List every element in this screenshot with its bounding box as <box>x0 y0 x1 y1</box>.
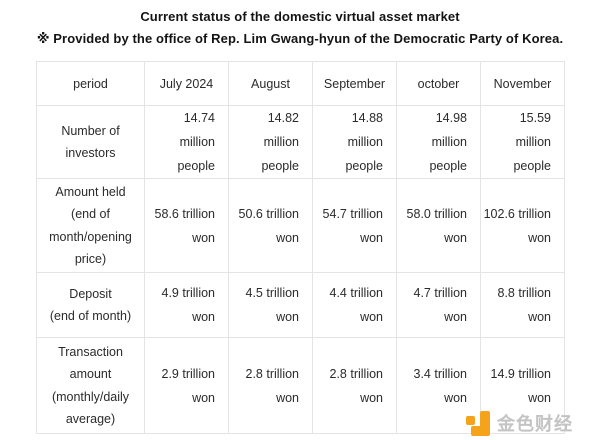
table-cell: 2.9 trillion won <box>144 337 229 434</box>
page-title: Current status of the domestic virtual a… <box>140 9 460 24</box>
watermark: 金色财经 <box>466 411 573 437</box>
table-row-number-of-investors: Number of investors 14.74 million people… <box>36 105 565 179</box>
virtual-asset-market-table: period July 2024 August September octobe… <box>36 61 565 434</box>
table-row-transaction-amount: Transaction amount (monthly/daily averag… <box>36 337 565 434</box>
table-cell: 2.8 trillion won <box>228 337 313 434</box>
table-row-amount-held: Amount held (end of month/opening price)… <box>36 178 565 273</box>
table-cell: 4.5 trillion won <box>228 272 313 338</box>
table-cell: 15.59 million people <box>480 105 565 179</box>
table-cell: 58.6 trillion won <box>144 178 229 273</box>
row-label: Transaction amount (monthly/daily averag… <box>36 337 145 434</box>
table-cell: 8.8 trillion won <box>480 272 565 338</box>
table-cell: 50.6 trillion won <box>228 178 313 273</box>
table-cell: 58.0 trillion won <box>396 178 481 273</box>
table-cell: 14.82 million people <box>228 105 313 179</box>
jinse-finance-logo-icon <box>466 411 492 437</box>
column-header-august: August <box>228 61 313 106</box>
table-cell: 54.7 trillion won <box>312 178 397 273</box>
column-header-october: october <box>396 61 481 106</box>
table-cell: 4.9 trillion won <box>144 272 229 338</box>
column-header-november: November <box>480 61 565 106</box>
column-header-period: period <box>36 61 145 106</box>
table-cell: 14.9 trillion won <box>480 337 565 434</box>
row-label: Amount held (end of month/opening price) <box>36 178 145 273</box>
column-header-july: July 2024 <box>144 61 229 106</box>
table-cell: 4.4 trillion won <box>312 272 397 338</box>
table-cell: 14.74 million people <box>144 105 229 179</box>
table-cell: 14.88 million people <box>312 105 397 179</box>
table-cell: 102.6 trillion won <box>480 178 565 273</box>
column-header-september: September <box>312 61 397 106</box>
page-subtitle: ※ Provided by the office of Rep. Lim Gwa… <box>36 31 564 46</box>
row-label: Deposit (end of month) <box>36 272 145 338</box>
row-label: Number of investors <box>36 105 145 179</box>
table-cell: 14.98 million people <box>396 105 481 179</box>
table-cell: 4.7 trillion won <box>396 272 481 338</box>
table-row-deposit: Deposit (end of month) 4.9 trillion won … <box>36 272 565 338</box>
table-header-row: period July 2024 August September octobe… <box>36 61 565 106</box>
watermark-text: 金色财经 <box>497 414 573 434</box>
table-cell: 2.8 trillion won <box>312 337 397 434</box>
